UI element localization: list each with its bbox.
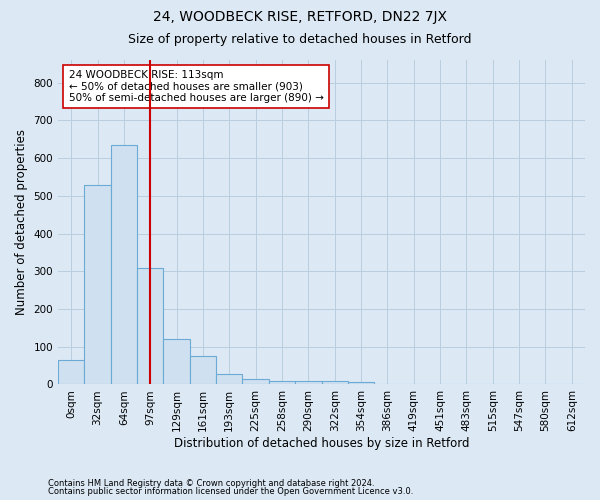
Bar	[322, 382, 348, 384]
Y-axis label: Number of detached properties: Number of detached properties	[15, 129, 28, 315]
Bar	[85, 184, 111, 384]
Text: Size of property relative to detached houses in Retford: Size of property relative to detached ho…	[128, 32, 472, 46]
Text: Contains HM Land Registry data © Crown copyright and database right 2024.: Contains HM Land Registry data © Crown c…	[48, 478, 374, 488]
Bar	[111, 145, 137, 384]
Bar	[58, 360, 85, 384]
Bar	[190, 356, 216, 384]
X-axis label: Distribution of detached houses by size in Retford: Distribution of detached houses by size …	[174, 437, 469, 450]
Bar	[216, 374, 242, 384]
Bar	[269, 380, 295, 384]
Bar	[348, 382, 374, 384]
Text: 24, WOODBECK RISE, RETFORD, DN22 7JX: 24, WOODBECK RISE, RETFORD, DN22 7JX	[153, 10, 447, 24]
Text: Contains public sector information licensed under the Open Government Licence v3: Contains public sector information licen…	[48, 487, 413, 496]
Bar	[137, 268, 163, 384]
Bar	[242, 379, 269, 384]
Bar	[295, 382, 322, 384]
Bar	[163, 339, 190, 384]
Text: 24 WOODBECK RISE: 113sqm
← 50% of detached houses are smaller (903)
50% of semi-: 24 WOODBECK RISE: 113sqm ← 50% of detach…	[68, 70, 323, 103]
